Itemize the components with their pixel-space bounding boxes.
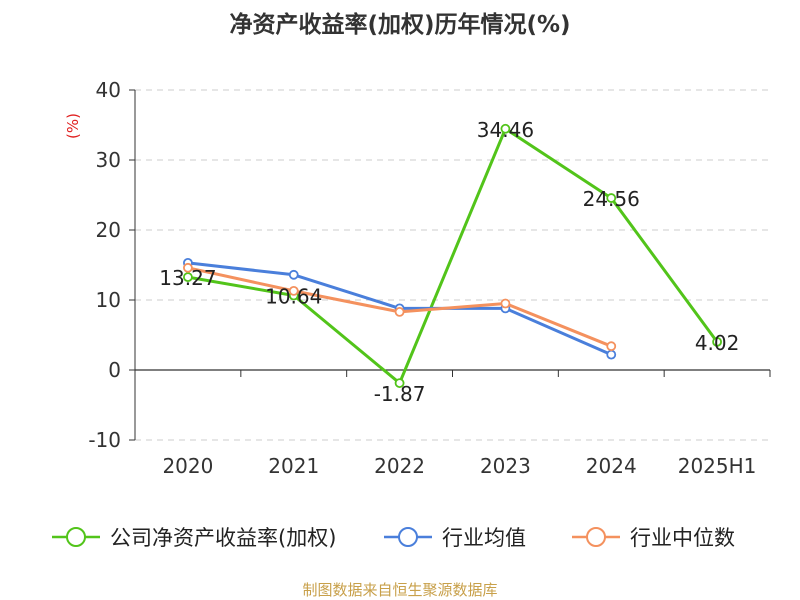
data-point — [288, 285, 299, 296]
data-point — [500, 298, 511, 309]
y-tick-label: 30 — [96, 148, 121, 172]
axes: -10 0 10 20 30 40 2020 2021 2022 2023 2024 2025H1 — [88, 78, 771, 478]
x-tick-label: 2024 — [586, 454, 637, 478]
series-line-0 — [187, 127, 719, 385]
y-tick-label: 40 — [96, 78, 121, 102]
gridlines — [135, 89, 770, 441]
y-tick-label: -10 — [88, 428, 121, 452]
legend-marker-0 — [66, 527, 86, 547]
data-labels: 13.27 10.64 -1.87 34.46 24.56 4.02 — [159, 118, 739, 406]
data-label: 4.02 — [695, 331, 740, 355]
y-tick-label: 10 — [96, 288, 121, 312]
data-label: 10.64 — [265, 285, 322, 309]
data-point — [712, 336, 722, 347]
data-point — [183, 272, 193, 283]
data-point — [183, 262, 193, 273]
data-label: 13.27 — [159, 266, 216, 290]
x-tick-label: 2022 — [374, 454, 425, 478]
y-tick-label: 20 — [96, 218, 121, 242]
data-point — [606, 341, 617, 352]
data-point — [394, 306, 405, 317]
x-tick-label: 2023 — [480, 454, 531, 478]
legend-label-2: 行业中位数 — [630, 526, 735, 550]
x-tick-label: 2020 — [162, 454, 213, 478]
data-point — [606, 193, 617, 203]
data-label: 24.56 — [583, 187, 640, 211]
data-point — [606, 349, 617, 360]
data-point — [288, 269, 299, 280]
data-point — [500, 123, 511, 134]
legend-marker-2 — [586, 527, 606, 547]
data-point — [394, 378, 405, 388]
y-axis-unit-label: (%) — [64, 113, 82, 139]
data-label: 34.46 — [477, 118, 534, 142]
x-tick-label: 2021 — [268, 454, 319, 478]
source-note: 制图数据来自恒生聚源数据库 — [302, 581, 497, 599]
chart-title: 净资产收益率(加权)历年情况(%) — [229, 11, 570, 38]
legend-label-0: 公司净资产收益率(加权) — [110, 526, 336, 550]
y-tick-label: 0 — [108, 358, 121, 382]
x-tick-label: 2025H1 — [678, 454, 757, 478]
series — [183, 123, 722, 388]
legend-marker-1 — [398, 527, 418, 547]
legend-label-1: 行业均值 — [442, 526, 526, 550]
data-label: -1.87 — [374, 382, 426, 406]
legend: 公司净资产收益率(加权) 行业均值 行业中位数 — [52, 526, 735, 550]
